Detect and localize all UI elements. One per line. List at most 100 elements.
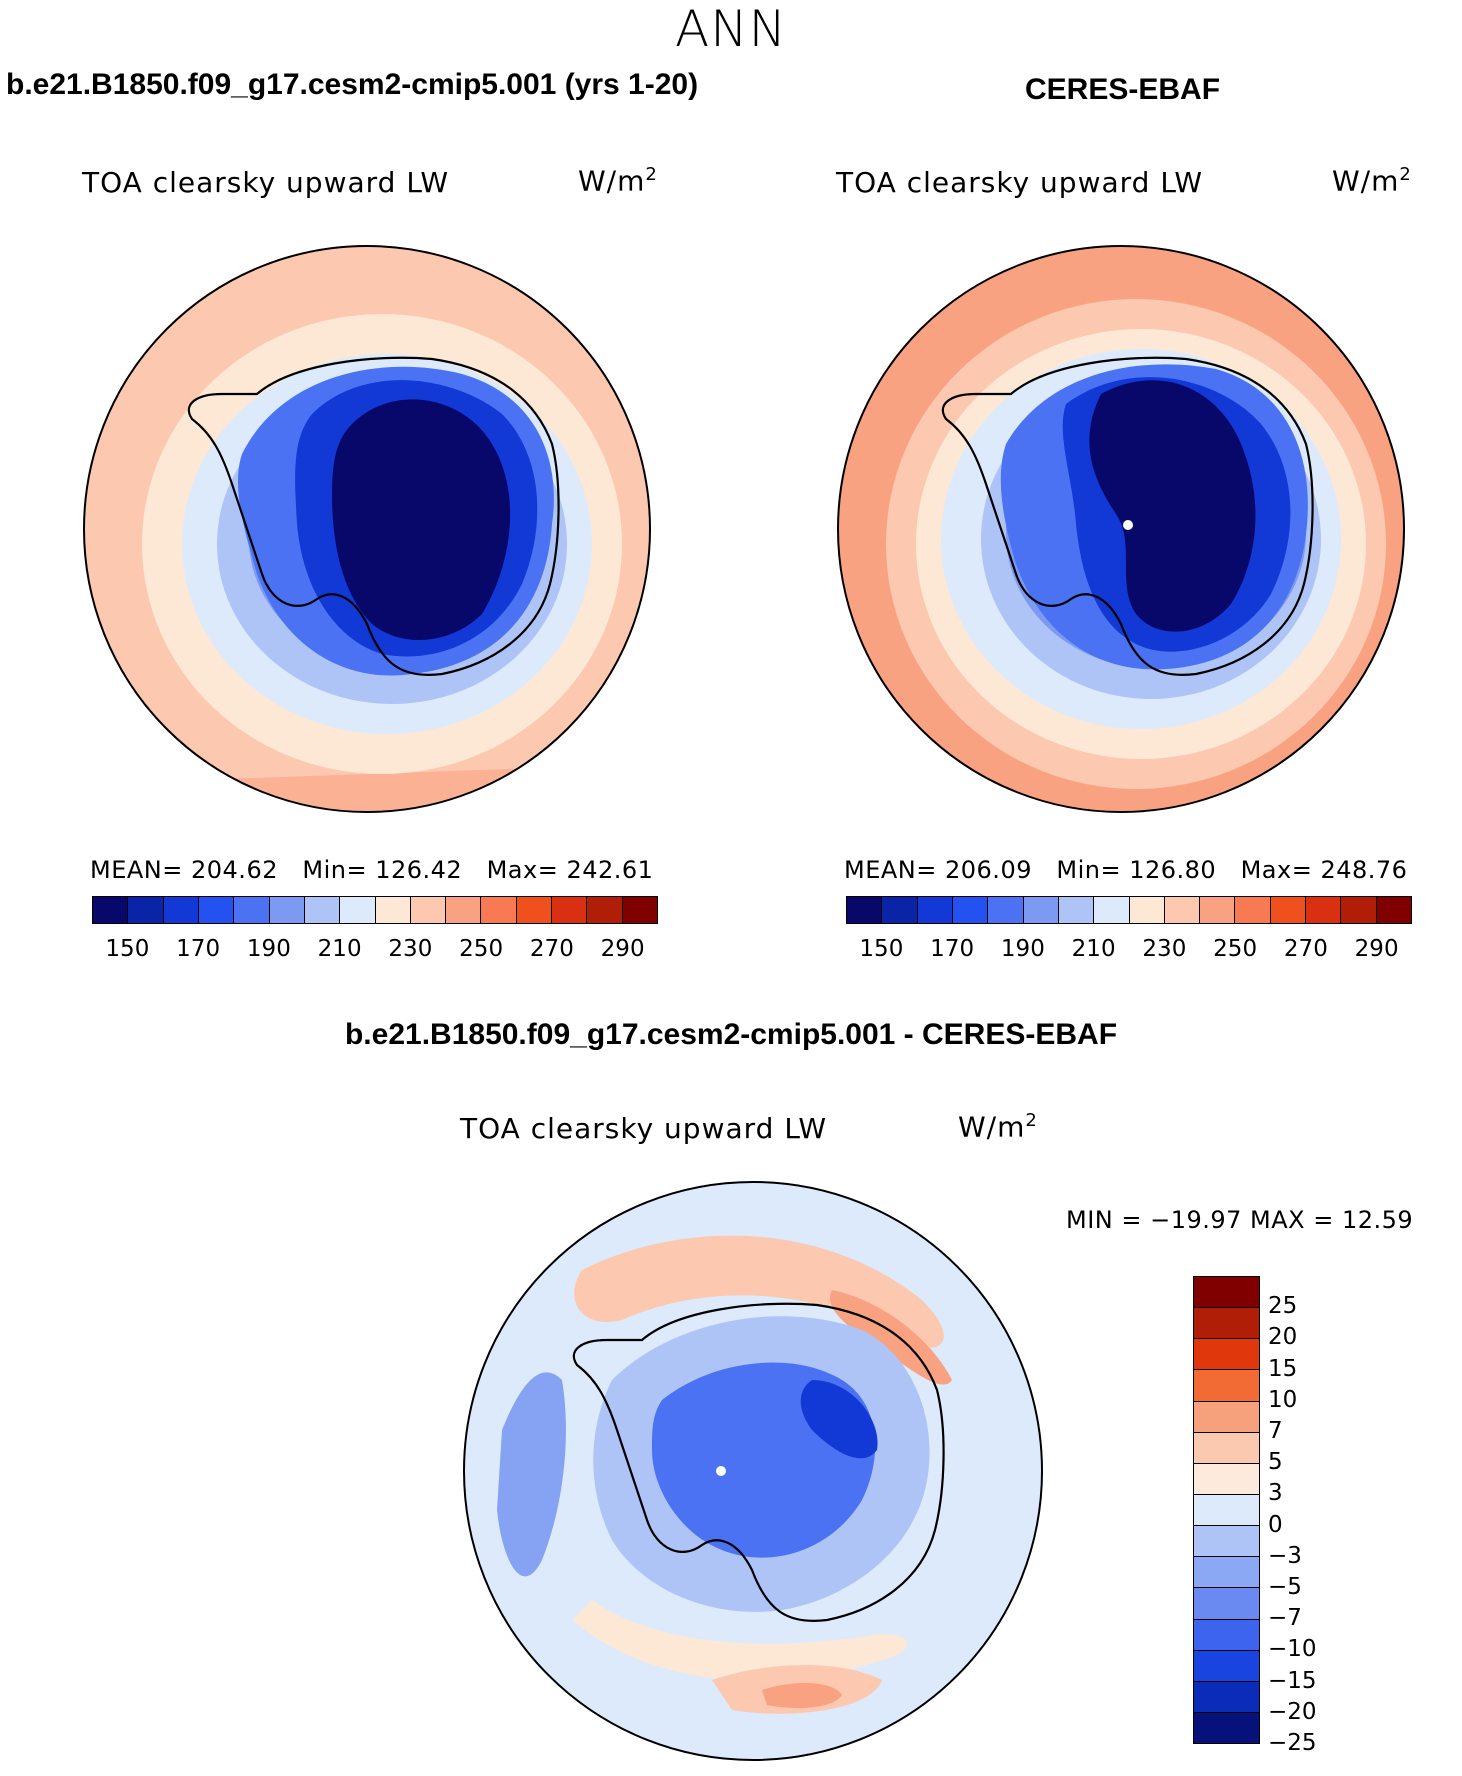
colorbar-segment	[1235, 897, 1271, 923]
colorbar-tick-label: 210	[1071, 936, 1116, 962]
colorbar-tick-label: 25	[1268, 1293, 1298, 1320]
colorbar-segment	[375, 897, 411, 923]
colorbar-segment	[410, 897, 447, 923]
colorbar-tick-label: 190	[246, 936, 291, 962]
colorbar-tick-label: 170	[176, 936, 221, 962]
colorbar-segment	[1194, 1681, 1259, 1713]
model-case-title: b.e21.B1850.f09_g17.cesm2-cmip5.001 (yrs…	[6, 68, 699, 101]
colorbar-segment	[882, 897, 918, 923]
colorbar-segment	[1194, 1557, 1259, 1589]
model-variable-label: TOA clearsky upward LW	[82, 166, 450, 199]
colorbar-segment	[481, 897, 517, 923]
colorbar-segment	[1194, 1526, 1259, 1558]
obs-colorbar-ticks: 150 170 190 210 230 250 270 290	[846, 936, 1412, 966]
colorbar-segment	[1194, 1712, 1259, 1744]
model-stats: MEAN= 204.62 Min= 126.42 Max= 242.61	[90, 856, 654, 884]
colorbar-segment	[269, 897, 305, 923]
colorbar-tick-label: 290	[600, 936, 645, 962]
colorbar-segment	[304, 897, 341, 923]
colorbar-segment	[988, 897, 1024, 923]
colorbar-tick-label: 190	[1000, 936, 1045, 962]
obs-stats: MEAN= 206.09 Min= 126.80 Max= 248.76	[844, 856, 1408, 884]
model-colorbar-ticks: 150 170 190 210 230 250 270 290	[92, 936, 658, 966]
colorbar-tick-label: 270	[1283, 936, 1328, 962]
colorbar-segment	[1194, 1650, 1259, 1682]
colorbar-tick-label: 3	[1268, 1480, 1283, 1507]
colorbar-tick-label: 250	[1213, 936, 1258, 962]
diff-case-title: b.e21.B1850.f09_g17.cesm2-cmip5.001 - CE…	[344, 1018, 1118, 1051]
colorbar-segment	[1270, 897, 1307, 923]
colorbar-segment	[1376, 897, 1411, 923]
colorbar-tick-label: 250	[459, 936, 504, 962]
colorbar-segment	[1194, 1370, 1259, 1402]
model-polar-map	[83, 245, 651, 813]
colorbar-segment	[1200, 897, 1236, 923]
colorbar-segment	[1194, 1463, 1259, 1495]
colorbar-segment	[1164, 897, 1201, 923]
colorbar-segment	[198, 897, 235, 923]
colorbar-tick-label: −5	[1268, 1574, 1302, 1600]
obs-polar-map	[837, 245, 1405, 813]
colorbar-tick-label: 7	[1268, 1418, 1283, 1444]
colorbar-tick-label: 0	[1268, 1511, 1283, 1538]
colorbar-segment	[1058, 897, 1095, 923]
colorbar-tick-label: 230	[388, 936, 433, 962]
colorbar-tick-label: −10	[1268, 1636, 1317, 1663]
colorbar-segment	[1023, 897, 1059, 923]
colorbar-segment	[1194, 1339, 1259, 1371]
obs-colorbar	[846, 896, 1412, 924]
obs-units: W/m2	[1332, 164, 1412, 198]
colorbar-tick-label: 15	[1268, 1355, 1298, 1382]
colorbar-tick-label: 150	[859, 936, 904, 962]
colorbar-segment	[1194, 1588, 1259, 1620]
colorbar-segment	[93, 897, 129, 923]
colorbar-segment	[1194, 1401, 1259, 1433]
season-title: ANN	[674, 0, 787, 58]
colorbar-segment	[1094, 897, 1130, 923]
colorbar-segment	[163, 897, 199, 923]
colorbar-tick-label: 210	[317, 936, 362, 962]
colorbar-segment	[552, 897, 588, 923]
colorbar-segment	[1129, 897, 1165, 923]
colorbar-tick-label: 230	[1142, 936, 1187, 962]
colorbar-tick-label: −3	[1268, 1542, 1302, 1569]
colorbar-segment	[516, 897, 553, 923]
colorbar-tick-label: 5	[1268, 1449, 1283, 1476]
colorbar-segment	[847, 897, 883, 923]
diff-variable-label: TOA clearsky upward LW	[460, 1112, 828, 1145]
colorbar-segment	[1194, 1494, 1259, 1527]
diff-units: W/m2	[958, 1110, 1038, 1144]
diff-colorbar	[1193, 1276, 1260, 1744]
obs-variable-label: TOA clearsky upward LW	[836, 166, 1204, 199]
model-units: W/m2	[578, 164, 658, 198]
colorbar-segment	[587, 897, 623, 923]
colorbar-tick-label: −15	[1268, 1667, 1317, 1694]
colorbar-tick-label: −25	[1268, 1730, 1317, 1756]
colorbar-segment	[1194, 1277, 1259, 1309]
colorbar-tick-label: 170	[930, 936, 975, 962]
model-colorbar	[92, 896, 658, 924]
colorbar-segment	[917, 897, 953, 923]
colorbar-segment	[234, 897, 270, 923]
diff-stats: MIN = −19.97 MAX = 12.59	[1066, 1206, 1414, 1234]
colorbar-segment	[622, 897, 657, 923]
colorbar-segment	[340, 897, 376, 923]
colorbar-segment	[1194, 1308, 1259, 1340]
diff-colorbar-ticks: 25 20 15 10 7 5 3 0 −3 −5 −7 −10 −15 −20 −25	[1268, 1276, 1348, 1756]
obs-case-title: CERES-EBAF	[1025, 73, 1221, 106]
colorbar-tick-label: 20	[1268, 1324, 1298, 1351]
colorbar-segment	[446, 897, 482, 923]
colorbar-tick-label: 270	[529, 936, 574, 962]
colorbar-tick-label: 150	[105, 936, 150, 962]
colorbar-tick-label: −7	[1268, 1605, 1302, 1632]
colorbar-segment	[1194, 1432, 1259, 1464]
colorbar-segment	[128, 897, 164, 923]
colorbar-tick-label: −20	[1268, 1698, 1317, 1725]
colorbar-segment	[952, 897, 989, 923]
diff-polar-map	[463, 1181, 1043, 1761]
colorbar-tick-label: 290	[1354, 936, 1399, 962]
colorbar-segment	[1306, 897, 1342, 923]
colorbar-tick-label: 10	[1268, 1386, 1298, 1413]
colorbar-segment	[1194, 1619, 1259, 1651]
colorbar-segment	[1341, 897, 1377, 923]
